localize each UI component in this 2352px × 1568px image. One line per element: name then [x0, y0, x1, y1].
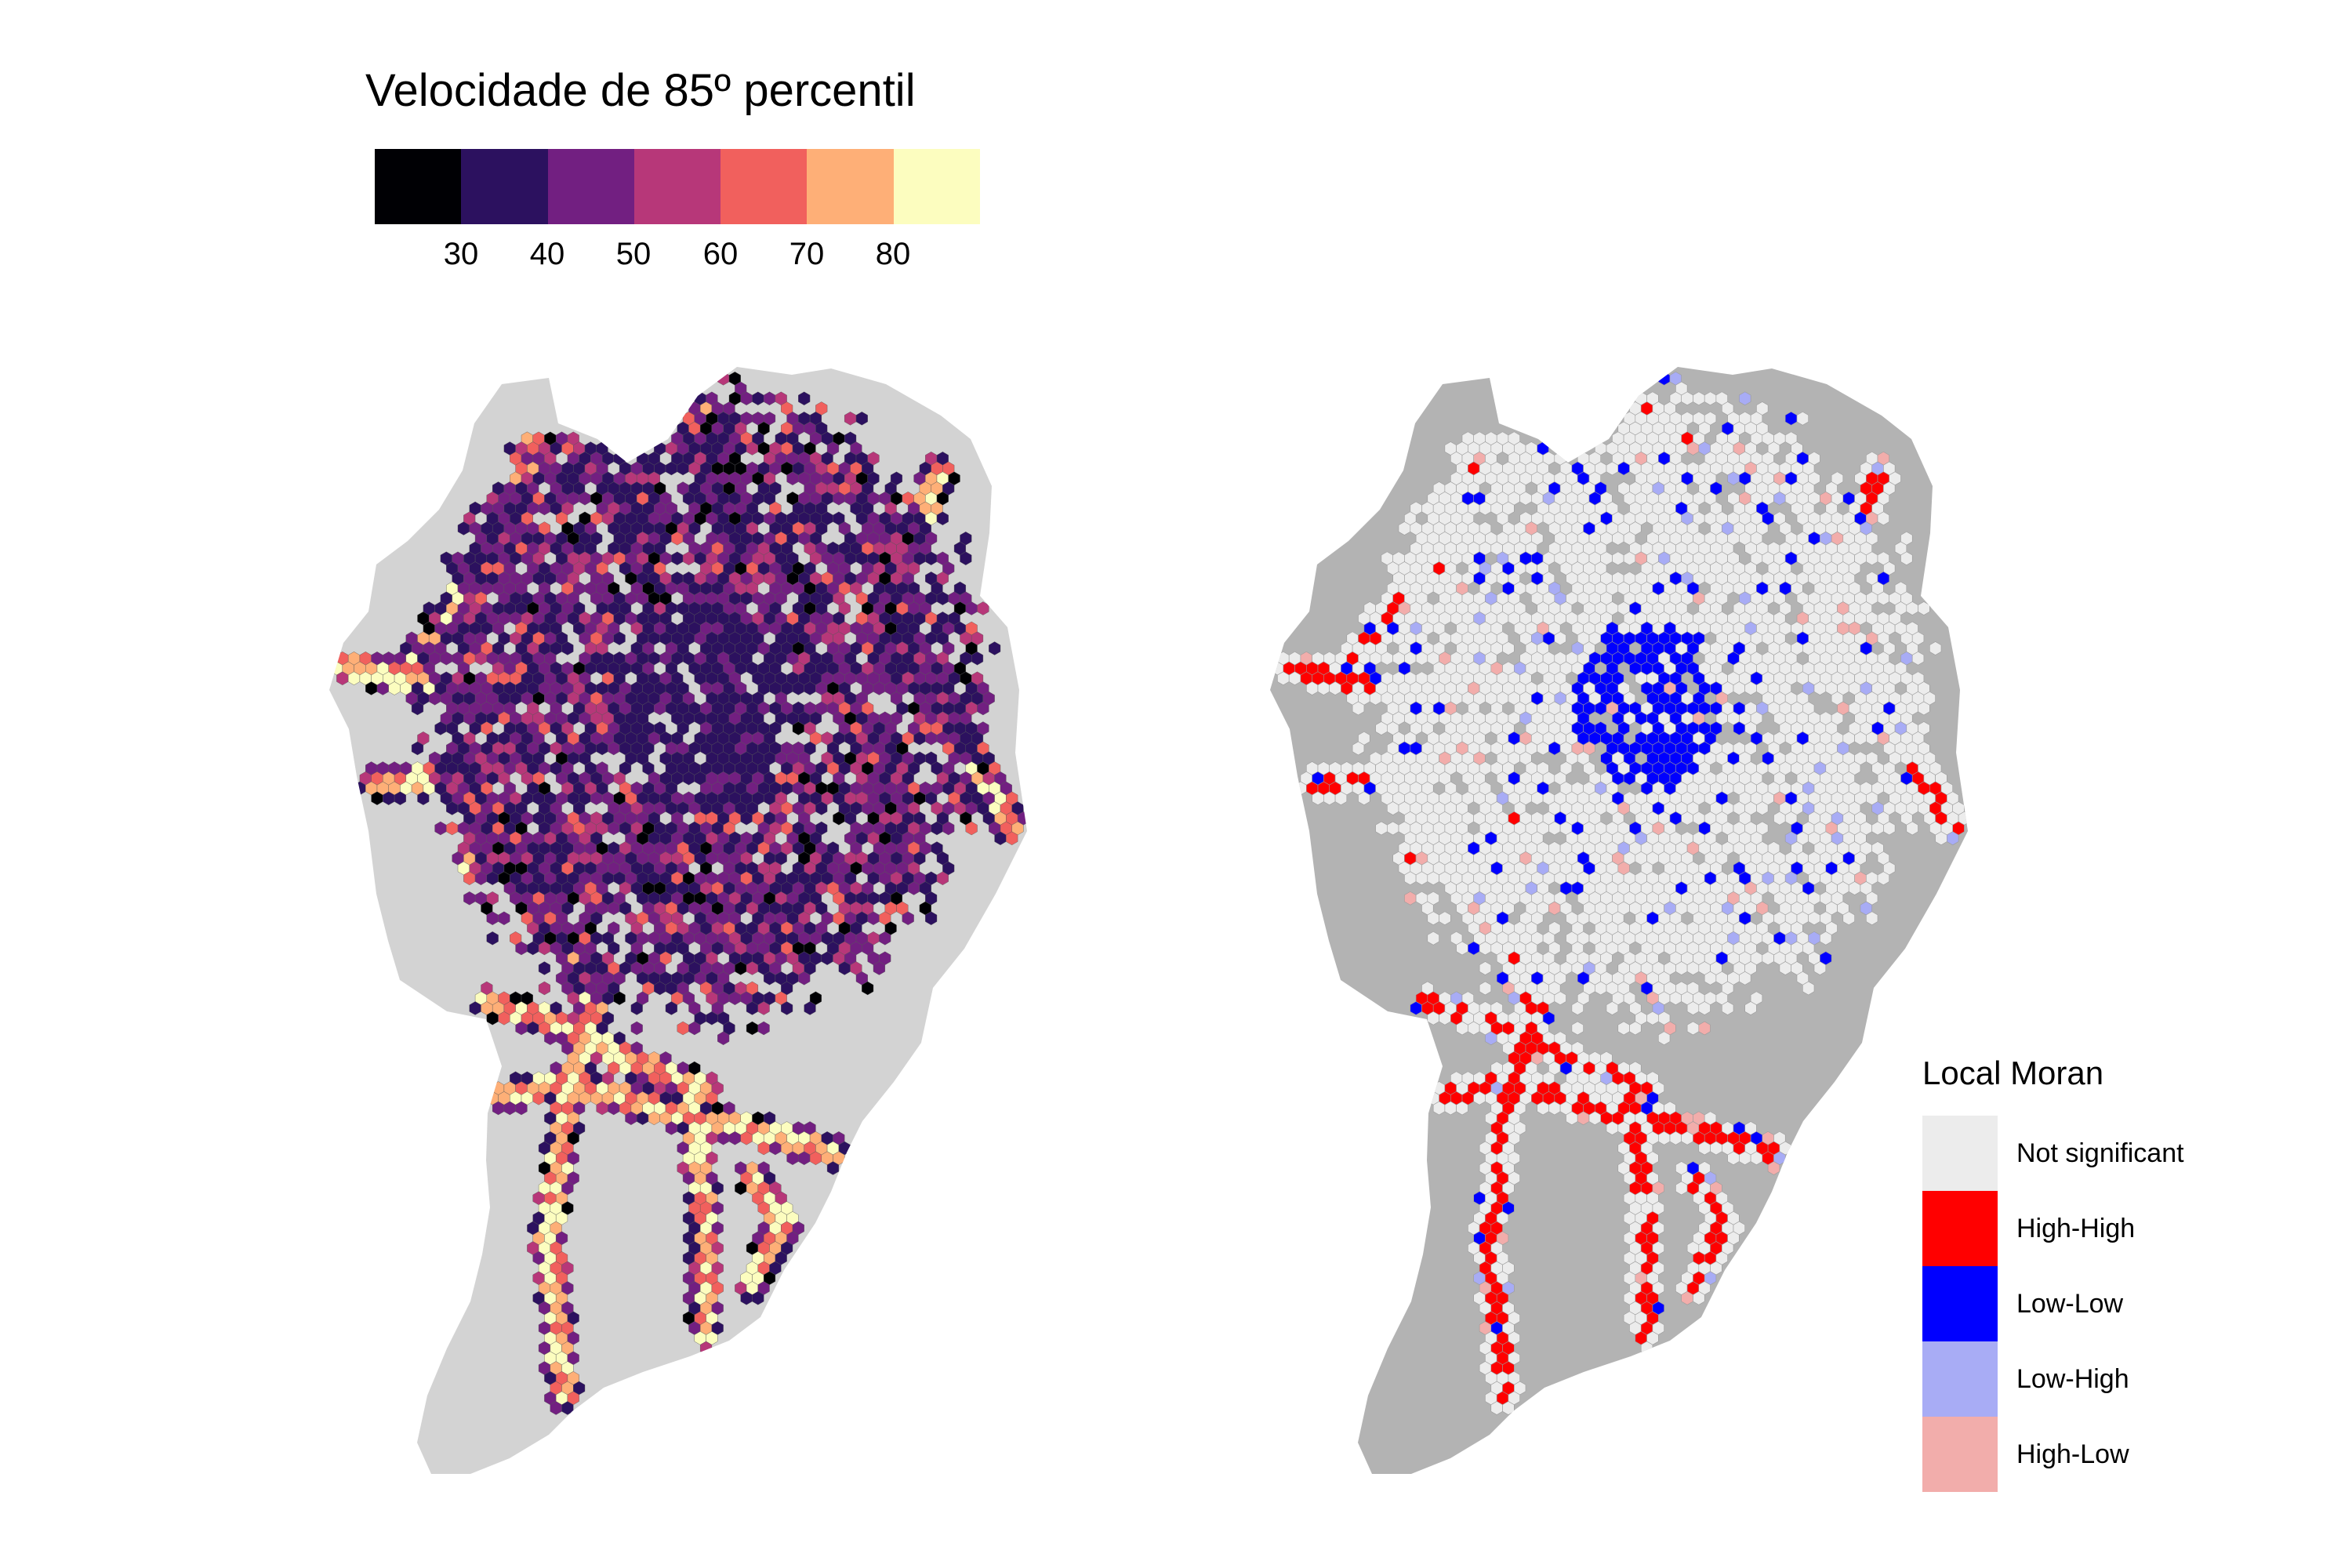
- speed-hexagon: [665, 1001, 677, 1015]
- moran-hexagon: [1900, 551, 1913, 566]
- speed-hexagon: [902, 911, 914, 926]
- moran-hexagon: [1554, 631, 1566, 646]
- speed-hexagon: [798, 391, 811, 406]
- speed-hexagon: [394, 791, 406, 806]
- moran-hexagon: [1796, 411, 1809, 426]
- speed-map-hexagons: [330, 372, 1027, 1415]
- speed-hexagon: [977, 701, 989, 716]
- speed-hexagon: [936, 511, 949, 526]
- speed-hexagon: [561, 641, 574, 655]
- moran-map: [1270, 367, 1968, 1474]
- speed-hexagon: [965, 821, 978, 836]
- moran-hexagon: [1929, 641, 1942, 655]
- speed-hexagon: [688, 1021, 701, 1036]
- speed-hexagon: [630, 1021, 643, 1036]
- speed-hexagon: [613, 631, 626, 646]
- speed-hexagon: [561, 1401, 574, 1415]
- speed-hexagon: [873, 961, 886, 975]
- speed-hexagon: [862, 981, 874, 996]
- speed-hexagon: [804, 1001, 816, 1015]
- speed-hexagon: [752, 1291, 764, 1305]
- speed-hexagon: [815, 801, 828, 815]
- speed-map: [329, 367, 1027, 1474]
- speed-hexagon: [989, 641, 1001, 655]
- speed-hexagon: [417, 791, 430, 806]
- speed-hexagon: [717, 1031, 730, 1046]
- speed-hexagon: [411, 701, 424, 716]
- moran-hexagon: [1502, 641, 1515, 655]
- speed-hexagon: [942, 821, 955, 836]
- speed-hexagon: [936, 871, 949, 886]
- moran-hexagon: [1739, 391, 1751, 406]
- speed-hexagon: [879, 931, 891, 946]
- speed-hexagon: [855, 412, 868, 426]
- speed-hexagon: [538, 961, 550, 975]
- speed-hexagon: [515, 1101, 528, 1116]
- speed-hexagon: [781, 1001, 793, 1015]
- speed-hexagon: [971, 652, 984, 666]
- speed-hexagon: [1006, 831, 1018, 846]
- speed-hexagon: [630, 1001, 643, 1015]
- speed-hexagon: [925, 911, 938, 926]
- moran-hexagon: [1877, 511, 1889, 526]
- speed-hexagon: [411, 741, 424, 756]
- speed-hexagon: [538, 981, 550, 996]
- speed-hexagon: [498, 911, 510, 926]
- speed-hexagon: [798, 971, 811, 985]
- speed-hexagon: [757, 1021, 770, 1036]
- moran-map-hexagons: [1271, 371, 1968, 1415]
- speed-hexagon: [757, 1001, 770, 1015]
- speed-hexagon: [486, 931, 499, 946]
- speed-hexagon: [826, 1161, 840, 1175]
- speed-hexagon: [613, 991, 626, 1006]
- speed-hexagon: [960, 551, 972, 566]
- moran-hexagon: [1911, 651, 1925, 666]
